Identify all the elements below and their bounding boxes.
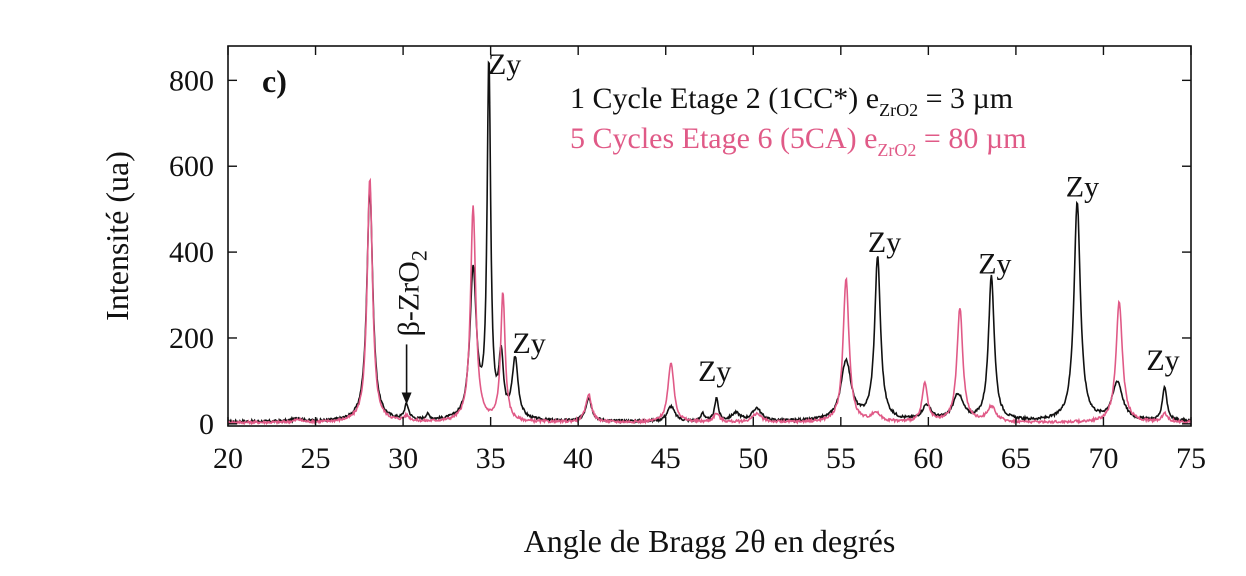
y-tick-label: 600: [169, 150, 214, 183]
x-tick-label: 60: [913, 442, 943, 475]
peak-annotation-zy: Zy: [978, 248, 1011, 281]
beta-zro2-sub: 2: [407, 250, 432, 261]
x-axis-title: Angle de Bragg 2θ en degrés: [524, 523, 896, 559]
beta-zro2-label: β-ZrO2: [393, 250, 432, 336]
legend-entry-1: 1 Cycle Etage 2 (1CC*) eZrO2 = 3 µm: [570, 82, 1013, 120]
x-tick-label: 50: [738, 442, 768, 475]
peak-annotation-zy: Zy: [1146, 344, 1179, 377]
peak-annotation-zy: Zy: [488, 48, 521, 81]
legend-entry-sub: ZrO2: [879, 100, 918, 120]
legend-entry-sub: ZrO2: [877, 140, 916, 160]
x-tick-label: 20: [213, 442, 243, 475]
x-tick-label: 40: [563, 442, 593, 475]
x-tick-label: 55: [826, 442, 856, 475]
peak-annotation-zy: Zy: [512, 327, 545, 360]
legend-entry-suffix: = 3 µm: [918, 82, 1013, 115]
x-tick-label: 65: [1001, 442, 1031, 475]
y-tick-label: 0: [199, 408, 214, 441]
y-tick-label: 800: [169, 64, 214, 97]
x-tick-label: 70: [1088, 442, 1118, 475]
beta-zro2-main: β-ZrO: [393, 261, 426, 336]
plot-area-frame: [227, 45, 1192, 427]
y-tick-label: 400: [169, 236, 214, 269]
panel-label: c): [262, 63, 287, 99]
x-tick-label: 30: [388, 442, 418, 475]
x-tick-label: 45: [651, 442, 681, 475]
legend-entry-text: 1 Cycle Etage 2 (1CC*) e: [570, 82, 879, 115]
series-line-2: [227, 177, 1192, 426]
x-tick-label: 35: [476, 442, 506, 475]
legend-entry-text: 5 Cycles Etage 6 (5CA) e: [570, 122, 877, 155]
beta-arrow-head: [401, 392, 412, 405]
peak-annotation-zy: Zy: [698, 355, 731, 388]
y-axis-title: Intensité (ua): [99, 151, 135, 321]
legend-entry-2: 5 Cycles Etage 6 (5CA) eZrO2 = 80 µm: [570, 122, 1026, 160]
x-tick-label: 25: [301, 442, 331, 475]
peak-annotation-zy: Zy: [868, 226, 901, 259]
y-tick-label: 200: [169, 322, 214, 355]
peak-annotation-zy: Zy: [1066, 170, 1099, 203]
x-tick-label: 75: [1176, 442, 1206, 475]
legend-entry-suffix: = 80 µm: [916, 122, 1026, 155]
